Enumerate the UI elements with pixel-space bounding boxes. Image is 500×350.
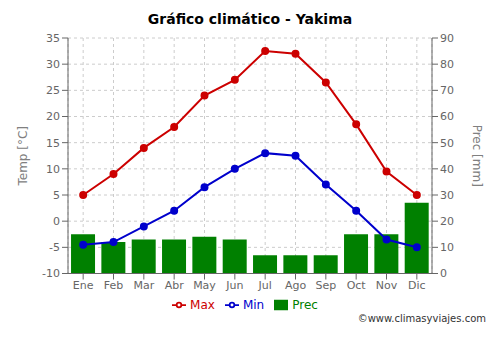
svg-text:Mar: Mar [133, 279, 154, 292]
svg-text:0: 0 [440, 267, 447, 280]
svg-text:10: 10 [46, 163, 60, 176]
svg-text:Ene: Ene [73, 279, 94, 292]
svg-text:50: 50 [440, 137, 454, 150]
svg-text:35: 35 [46, 32, 60, 45]
svg-text:20: 20 [440, 215, 454, 228]
svg-text:Abr: Abr [165, 279, 185, 292]
svg-text:30: 30 [440, 189, 454, 202]
svg-text:Dic: Dic [408, 279, 426, 292]
svg-text:15: 15 [46, 137, 60, 150]
svg-text:-10: -10 [42, 267, 60, 280]
svg-text:Nov: Nov [376, 279, 398, 292]
html-text:Max: Max [190, 297, 215, 312]
svg-text:40: 40 [440, 163, 454, 176]
svg-text:Temp [°C]: Temp [°C] [16, 126, 30, 187]
svg-text:30: 30 [46, 58, 60, 71]
svg-text:Jun: Jun [225, 279, 243, 292]
svg-text:0: 0 [53, 215, 60, 228]
svg-text:5: 5 [53, 189, 60, 202]
svg-text:25: 25 [46, 84, 60, 97]
html-text:Min: Min [242, 297, 265, 312]
svg-text:Feb: Feb [104, 279, 123, 292]
svg-text:90: 90 [440, 32, 454, 45]
html-text:Prec: Prec [292, 297, 318, 312]
html-text:©www.climasyviajes.com: ©www.climasyviajes.com [357, 313, 486, 324]
svg-text:20: 20 [46, 110, 60, 123]
svg-text:60: 60 [440, 110, 454, 123]
svg-text:Jul: Jul [258, 279, 272, 292]
svg-text:Prec [mm]: Prec [mm] [470, 125, 484, 187]
svg-text:10: 10 [440, 241, 454, 254]
svg-text:May: May [193, 279, 216, 292]
html-text:Gráfico climático - Yakima: Gráfico climático - Yakima [147, 11, 353, 27]
svg-text:Sep: Sep [315, 279, 336, 292]
svg-text:Ago: Ago [285, 279, 307, 292]
svg-text:-5: -5 [49, 241, 60, 254]
svg-text:70: 70 [440, 84, 454, 97]
svg-text:80: 80 [440, 58, 454, 71]
svg-text:Oct: Oct [347, 279, 367, 292]
